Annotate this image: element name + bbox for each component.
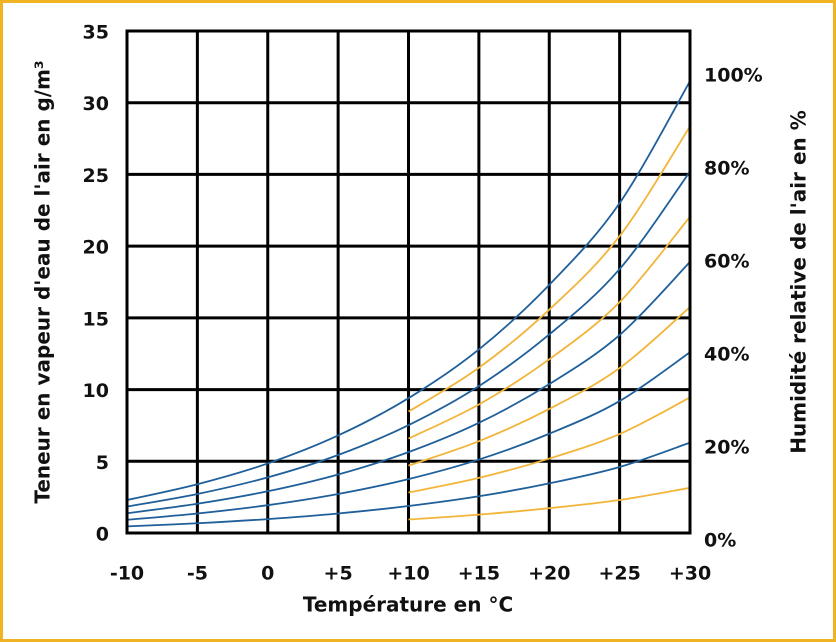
x-tick-label: +5 [324,563,353,585]
curve [408,306,691,467]
y2-tick-label: 100% [704,65,763,87]
curve [408,396,691,494]
y2-tick-label: 60% [704,251,749,273]
x-tick-label: +10 [387,563,429,585]
x-tick-label: +25 [598,563,640,585]
curve [126,351,691,521]
y2-tick-label: 40% [704,344,749,366]
y-tick-label: 15 [83,308,109,330]
y2-tick-label: 0% [704,530,736,552]
y-tick-label: 35 [83,22,109,44]
x-tick-label: -5 [187,563,208,585]
x-tick-label: -10 [110,563,144,585]
x-tick-label: +15 [458,563,500,585]
curve [408,216,691,440]
y-tick-label: 10 [83,380,109,402]
y-tick-label: 20 [83,237,109,259]
plot-border [125,29,692,535]
y2-axis-title: Humidité relative de l'air en % [787,110,811,454]
y2-tick-label: 80% [704,158,749,180]
y-tick-label: 25 [83,165,109,187]
curve [126,171,691,508]
x-tick-label: +30 [669,563,711,585]
y-tick-label: 30 [83,93,109,115]
curve [408,486,691,521]
curve [408,125,691,413]
y-axis-title: Teneur en vapeur d'eau de l'air en g/m³ [31,60,55,503]
y-tick-label: 0 [96,524,109,546]
curve [126,261,691,515]
y2-tick-label: 20% [704,437,749,459]
x-tick-label: 0 [261,563,274,585]
x-axis-title: Température en °C [303,593,513,617]
y-tick-label: 5 [96,452,109,474]
x-tick-label: +20 [528,563,570,585]
curve [126,441,691,528]
curve [126,80,691,501]
